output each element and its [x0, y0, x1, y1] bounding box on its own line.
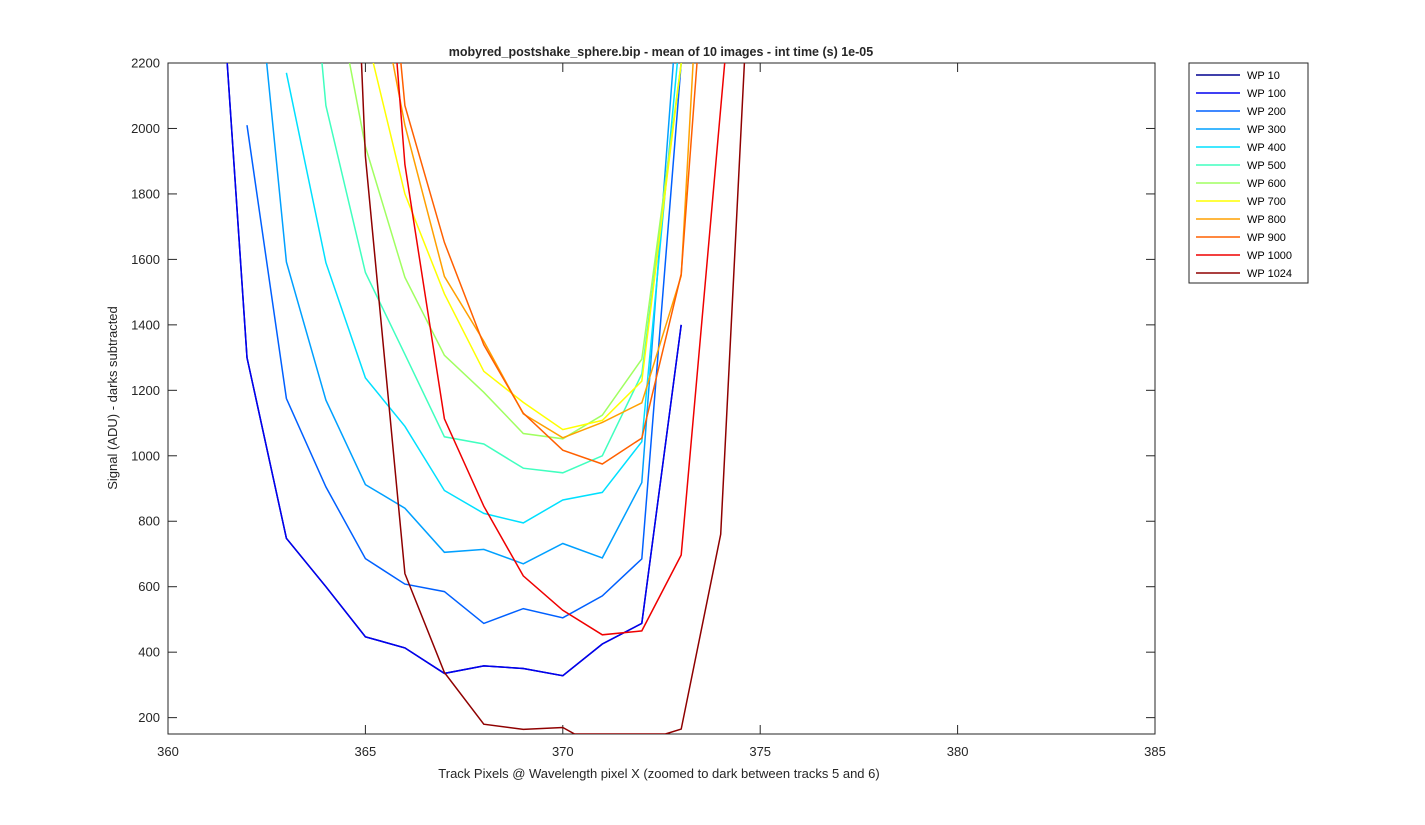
series-line-3 — [265, 63, 675, 565]
x-axis-ticks: 360 365 370 375 380 385 — [157, 63, 1166, 759]
series-line-10 — [396, 63, 726, 636]
y-tick-label: 1200 — [131, 383, 160, 398]
legend-label: WP 300 — [1247, 124, 1286, 136]
y-tick-label: 600 — [138, 579, 160, 594]
legend-label: WP 500 — [1247, 160, 1286, 172]
series-line-5 — [321, 63, 682, 474]
legend-box — [1188, 62, 1309, 284]
legend-label: WP 200 — [1247, 106, 1286, 118]
series-lines — [226, 63, 746, 734]
series-line-4 — [285, 63, 679, 524]
legend-label: WP 900 — [1247, 232, 1286, 244]
series-line-7 — [372, 63, 682, 431]
x-tick-label: 370 — [552, 744, 574, 759]
legend-label: WP 600 — [1247, 178, 1286, 190]
chart-title: mobyred_postshake_sphere.bip - mean of 1… — [449, 45, 873, 59]
legend-label: WP 400 — [1247, 142, 1286, 154]
y-tick-label: 1000 — [131, 448, 160, 463]
x-axis-label: Track Pixels @ Wavelength pixel X (zoome… — [438, 766, 879, 781]
series-line-6 — [348, 63, 682, 440]
series-line-8 — [392, 63, 694, 439]
y-tick-label: 200 — [138, 710, 160, 725]
y-tick-label: 2000 — [131, 121, 160, 136]
y-tick-label: 400 — [138, 645, 160, 660]
x-tick-label: 360 — [157, 744, 179, 759]
y-axis-ticks: 200 400 600 800 1000 1200 1400 1600 1800 2000 2200 — [131, 56, 1155, 725]
legend: WP 10 WP 100 WP 200 WP 300 WP 400 WP 500 WP 60… — [1188, 62, 1309, 284]
x-tick-label: 375 — [749, 744, 771, 759]
y-tick-label: 1800 — [131, 186, 160, 201]
y-tick-label: 800 — [138, 514, 160, 529]
legend-label: WP 1000 — [1247, 250, 1292, 262]
y-tick-label: 1400 — [131, 317, 160, 332]
y-tick-label: 1600 — [131, 252, 160, 267]
y-axis-label: Signal (ADU) - darks subtracted — [105, 306, 120, 490]
legend-label: WP 100 — [1247, 88, 1286, 100]
plot-area — [167, 62, 1156, 735]
y-tick-label: 2200 — [131, 56, 160, 71]
legend-label: WP 1024 — [1247, 268, 1292, 280]
series-line-9 — [400, 63, 698, 465]
x-tick-label: 365 — [355, 744, 377, 759]
x-tick-label: 380 — [947, 744, 969, 759]
series-line-11 — [360, 63, 746, 734]
legend-label: WP 10 — [1247, 70, 1280, 82]
x-tick-label: 385 — [1144, 744, 1166, 759]
legend-label: WP 800 — [1247, 214, 1286, 226]
legend-label: WP 700 — [1247, 196, 1286, 208]
series-line-2 — [246, 63, 682, 625]
